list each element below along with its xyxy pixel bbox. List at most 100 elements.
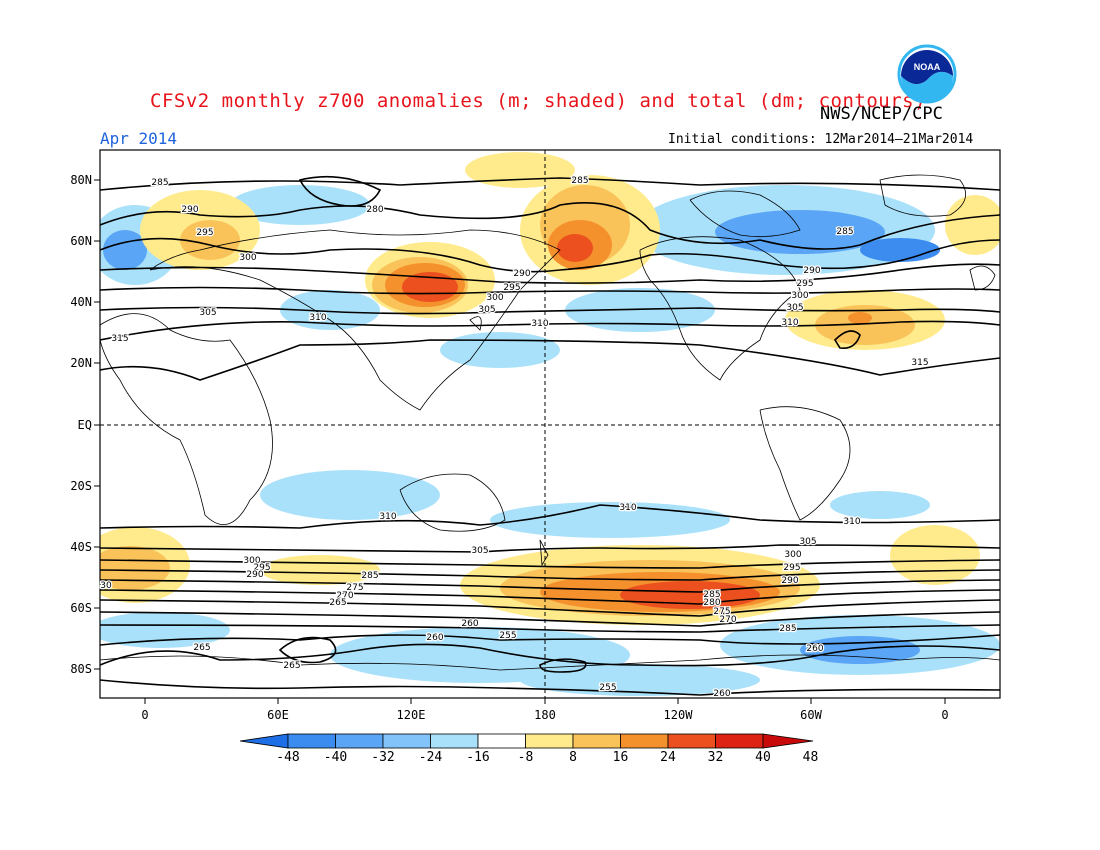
contour-label: 285 [703, 590, 720, 600]
lat-label-40s: 40S [70, 540, 92, 554]
contour-label: 290 [513, 269, 530, 279]
contour-label: 295 [796, 279, 813, 289]
contour-label: 285 [836, 227, 853, 237]
lat-label-60s: 60S [70, 601, 92, 615]
contour-label: 280 [366, 205, 383, 215]
colorbar-segment [382, 733, 431, 749]
contour-label: 305 [786, 303, 803, 313]
contour-label: 265 [193, 643, 210, 653]
colorbar-segment [335, 733, 384, 749]
colorbar-label: -24 [418, 750, 443, 765]
map-frame [99, 149, 1001, 699]
lon-label-180: 180 [534, 708, 556, 722]
contour-label: 285 [151, 178, 168, 188]
contour-label: 270 [336, 591, 353, 601]
agency-label: NWS/NCEP/CPC [820, 104, 943, 124]
contour-label: 305 [199, 308, 216, 318]
contour-label: 310 [531, 319, 548, 329]
colorbar-label: -8 [517, 750, 534, 765]
colorbar-segment [525, 733, 574, 749]
contour-label: 275 [713, 607, 730, 617]
colorbar-right-arrow [762, 733, 814, 749]
contour-label: 300 [243, 556, 260, 566]
colorbar-label: -16 [466, 750, 490, 765]
colorbar-left-arrow [239, 733, 289, 749]
lat-label-40n: 40N [70, 295, 92, 309]
contour-label: 260 [426, 633, 443, 643]
contour-label: 255 [499, 631, 516, 641]
colorbar-label: 48 [802, 750, 819, 765]
contour-label: 255 [599, 683, 616, 693]
contour-label: 315 [111, 334, 128, 344]
lat-label-20n: 20N [70, 356, 92, 370]
lon-label-120e: 120E [396, 708, 426, 722]
contour-label: 290 [781, 576, 798, 586]
lat-label-80n: 80N [70, 173, 92, 187]
lat-label-eq: EQ [77, 418, 92, 432]
lon-label-0-west: 0 [141, 708, 149, 722]
coastlines [100, 174, 1000, 671]
colorbar-segment [715, 733, 764, 749]
contour-label: 260 [806, 644, 823, 654]
contour-label: 305 [471, 546, 488, 556]
contour-label: 315 [911, 358, 928, 368]
colorbar-label: -40 [323, 750, 348, 765]
contour-label: 285 [779, 624, 796, 634]
forecast-month: Apr 2014 [100, 129, 178, 148]
noaa-logo-icon: NOAA [897, 44, 957, 104]
contour-label: 265 [283, 661, 300, 671]
height-contours [100, 175, 1000, 696]
contour-label: 290 [246, 570, 263, 580]
contour-label: 295 [196, 228, 213, 238]
colorbar-label: 16 [612, 750, 629, 765]
contour-label: 300 [791, 291, 808, 301]
contour-label: 310 [309, 313, 326, 323]
noaa-logo-text: NOAA [914, 62, 941, 72]
colorbar [239, 733, 814, 749]
contour-label: 275 [346, 583, 363, 593]
colorbar-label: 32 [707, 750, 724, 765]
contour-label: 30 [100, 581, 112, 591]
colorbar-label: -48 [276, 750, 300, 765]
contour-label: 305 [478, 305, 495, 315]
initial-conditions: Initial conditions: 12Mar2014–21Mar2014 [668, 132, 974, 147]
lat-label-60n: 60N [70, 234, 92, 248]
lon-label-0-east: 0 [941, 708, 949, 722]
colorbar-segment [430, 733, 479, 749]
contour-label: 290 [803, 266, 820, 276]
contour-label: 300 [486, 293, 503, 303]
lon-label-120w: 120W [663, 708, 693, 722]
contour-label: 300 [784, 550, 801, 560]
contour-label: 280 [703, 598, 720, 608]
colorbar-segment [477, 733, 526, 749]
colorbar-segment [572, 733, 621, 749]
contour-label: 295 [783, 563, 800, 573]
colorbar-segment [287, 733, 336, 749]
contour-label: 260 [713, 689, 730, 699]
colorbar-label: 40 [755, 750, 771, 765]
contour-label: 295 [503, 283, 520, 293]
lon-label-60e: 60E [267, 708, 289, 722]
contour-label: 295 [253, 563, 270, 573]
contour-label: 260 [461, 619, 478, 629]
lon-label-60w: 60W [800, 708, 822, 722]
contour-label: 310 [781, 318, 798, 328]
lat-label-80s: 80S [70, 662, 92, 676]
contour-label: 300 [239, 253, 256, 263]
colorbar-segment [620, 733, 669, 749]
colorbar-label: 8 [569, 750, 577, 765]
chart-title: CFSv2 monthly z700 anomalies (m; shaded)… [150, 90, 927, 112]
contour-label: 310 [843, 517, 860, 527]
contour-label: 310 [379, 512, 396, 522]
colorbar-label: -32 [371, 750, 395, 765]
contour-label: 285 [361, 571, 378, 581]
axis-ticks [94, 179, 946, 704]
contour-label: 290 [181, 205, 198, 215]
contour-label: 270 [719, 615, 736, 625]
colorbar-segment [667, 733, 716, 749]
colorbar-label: 24 [660, 750, 676, 765]
contour-label: 310 [619, 503, 636, 513]
contour-label: 285 [571, 176, 588, 186]
